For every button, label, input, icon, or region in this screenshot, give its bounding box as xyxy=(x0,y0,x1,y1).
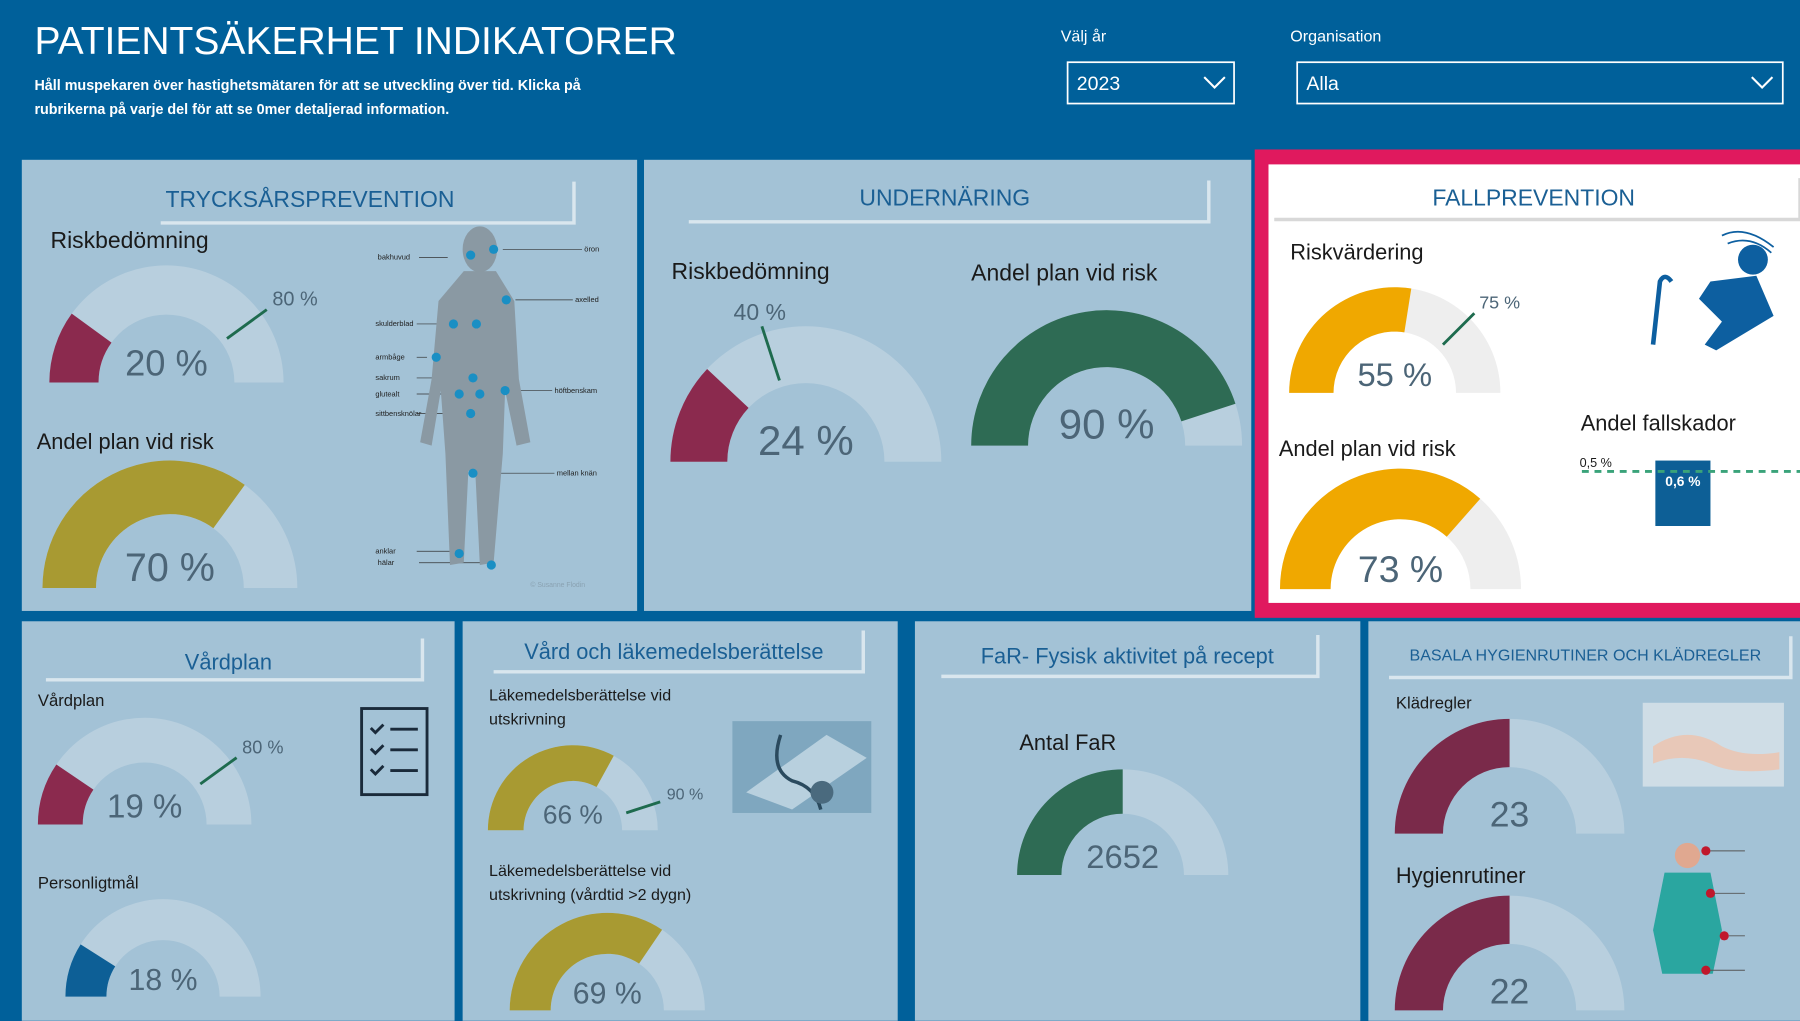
dot xyxy=(466,250,475,259)
gauge-title: Riskbedömning xyxy=(672,258,830,284)
gauge-value: 24 % xyxy=(758,417,854,464)
panel-title[interactable]: TRYCKSÅRSPREVENTION xyxy=(165,186,454,212)
dot xyxy=(449,319,458,328)
dot xyxy=(487,560,496,569)
gauge-value: 70 % xyxy=(125,546,215,590)
gauge-title: Riskvärdering xyxy=(1290,240,1423,265)
gauge-title: utskrivning xyxy=(489,711,566,729)
gauge-value: 18 % xyxy=(129,964,198,997)
gauge-title: Hygienrutiner xyxy=(1396,863,1526,888)
chest-piece xyxy=(810,781,833,804)
gauge-title: utskrivning (vårdtid >2 dygn) xyxy=(489,886,691,904)
gauge-title: Riskbedömning xyxy=(51,227,209,253)
body: PATIENTSÄKERHET INDIKATORER Håll muspeka… xyxy=(0,0,1800,1021)
subtitle: Håll muspekaren över hastighetsmätaren f… xyxy=(34,78,580,94)
figure-label: anklar xyxy=(375,547,396,556)
marker xyxy=(1720,931,1729,940)
dropdown-box[interactable] xyxy=(1297,62,1783,103)
dot xyxy=(455,549,464,558)
year-dropdown[interactable]: 2023 xyxy=(1068,62,1234,103)
nurse-head xyxy=(1675,843,1700,868)
hands-photo xyxy=(1643,703,1784,787)
figure-label: bakhuvud xyxy=(378,253,410,262)
bar-label: 0,6 % xyxy=(1665,474,1700,489)
marker xyxy=(1706,889,1715,898)
figure-label: skulderblad xyxy=(375,319,413,328)
gauge-title: Andel plan vid risk xyxy=(1279,436,1456,461)
target-label: 40 % xyxy=(734,299,786,325)
figure-label: höftbenskam xyxy=(554,386,597,395)
gauge-value: 20 % xyxy=(125,343,208,384)
figure-label: glutealt xyxy=(375,389,400,398)
target-label: 80 % xyxy=(272,289,317,311)
fall-head xyxy=(1738,245,1768,275)
panel xyxy=(915,621,1360,1020)
organisation-dropdown[interactable]: Alla xyxy=(1297,62,1783,103)
stethoscope-photo xyxy=(732,721,871,813)
dot xyxy=(489,245,498,254)
gauge-value: 73 % xyxy=(1358,548,1443,590)
target-label: 90 % xyxy=(667,786,704,804)
gauge-value: 23 xyxy=(1490,795,1530,835)
dot xyxy=(475,389,484,398)
figure-label: öron xyxy=(584,245,599,254)
target-label: 0,5 % xyxy=(1580,456,1612,470)
marker xyxy=(1701,966,1710,975)
figure-label: sakrum xyxy=(375,373,399,382)
dot xyxy=(502,295,511,304)
gauge-title: Läkemedelsberättelse vid xyxy=(489,862,671,880)
gauge-title: Andel plan vid risk xyxy=(37,429,214,454)
page-title: PATIENTSÄKERHET INDIKATORER xyxy=(34,20,676,63)
gauge-value: 90 % xyxy=(1059,401,1155,448)
gauge-value: 22 xyxy=(1490,972,1530,1012)
panel-title[interactable]: UNDERNÄRING xyxy=(859,185,1030,211)
gauge-title: Personligtmål xyxy=(38,874,139,893)
dot xyxy=(501,386,510,395)
gauge-title: Andel plan vid risk xyxy=(971,259,1158,285)
panel-title[interactable]: FALLPREVENTION xyxy=(1432,185,1635,211)
target-label: 75 % xyxy=(1479,292,1520,312)
gauge-value: 19 % xyxy=(107,789,182,826)
gauge-title: Antal FaR xyxy=(1019,730,1116,755)
dropdown-value[interactable]: Alla xyxy=(1306,73,1339,95)
page: Patientsäkerhet indikatorer {"header": {… xyxy=(0,0,1800,1021)
filter-label: Välj år xyxy=(1061,28,1107,46)
gauge-title: Klädregler xyxy=(1396,694,1472,713)
dropdown-value[interactable]: 2023 xyxy=(1077,73,1120,95)
panel-title[interactable]: FaR- Fysisk aktivitet på recept xyxy=(981,644,1274,669)
figure-label: armbåge xyxy=(375,353,404,362)
nurse-body xyxy=(1653,873,1722,974)
gauge-value: 2652 xyxy=(1086,838,1159,875)
figure-label: hälar xyxy=(378,558,395,567)
dot xyxy=(472,319,481,328)
panel-title[interactable]: Vårdplan xyxy=(185,649,272,674)
dot xyxy=(468,373,477,382)
marker xyxy=(1701,846,1710,855)
figure-label: sittbensknölar xyxy=(375,409,422,418)
figure-label: mellan knän xyxy=(557,468,597,477)
dot xyxy=(455,389,464,398)
chart-title: Andel fallskador xyxy=(1581,411,1736,436)
subtitle: rubrikerna på varje del för att se 0mer … xyxy=(34,102,449,118)
target-label: 80 % xyxy=(242,738,283,758)
panel-title[interactable]: Vård och läkemedelsberättelse xyxy=(524,639,823,664)
gauge-title: Läkemedelsberättelse vid xyxy=(489,686,671,704)
dot xyxy=(468,469,477,478)
dot xyxy=(432,353,441,362)
gauge-title: Vårdplan xyxy=(38,691,105,710)
gauge-value: 69 % xyxy=(573,978,642,1011)
credit: © Susanne Flodin xyxy=(530,581,585,589)
figure-label: axelled xyxy=(575,295,599,304)
filter-label: Organisation xyxy=(1290,28,1381,46)
panel-title[interactable]: BASALA HYGIENRUTINER OCH KLÄDREGLER xyxy=(1409,646,1761,664)
gauge-value: 55 % xyxy=(1357,356,1432,393)
dashboard: PATIENTSÄKERHET INDIKATORER Håll muspeka… xyxy=(0,0,1800,1021)
gauge-value: 66 % xyxy=(543,799,603,829)
dot xyxy=(466,409,475,418)
